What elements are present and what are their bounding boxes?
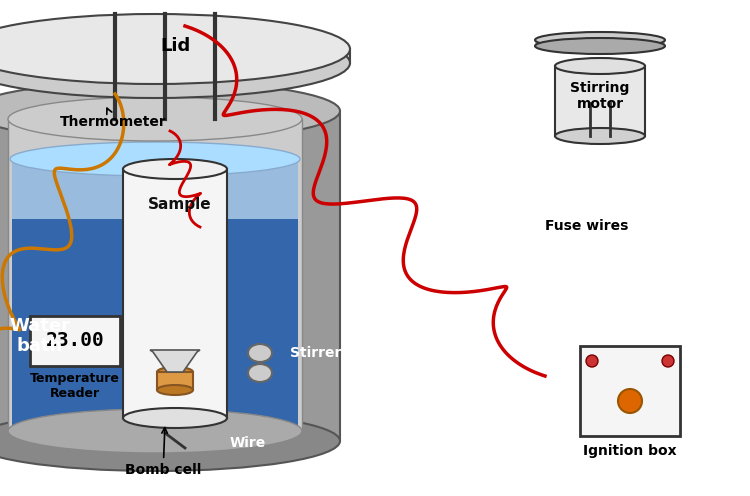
Ellipse shape [123,159,227,179]
Text: Stirring
motor: Stirring motor [570,81,630,111]
Ellipse shape [555,58,645,74]
Ellipse shape [0,411,340,471]
Text: Temperature
Reader: Temperature Reader [30,372,120,400]
Ellipse shape [555,128,645,144]
Polygon shape [150,350,200,372]
Ellipse shape [248,344,272,362]
Text: Wire: Wire [230,436,266,450]
Polygon shape [12,219,298,426]
Polygon shape [12,159,298,426]
Polygon shape [157,372,193,390]
Text: 23.00: 23.00 [46,331,104,351]
Ellipse shape [0,14,350,84]
Circle shape [586,355,598,367]
Ellipse shape [0,81,340,141]
Polygon shape [0,111,340,441]
Circle shape [662,355,674,367]
Ellipse shape [8,409,302,453]
Circle shape [618,389,642,413]
Bar [580,346,680,436]
Ellipse shape [157,385,193,395]
Polygon shape [0,49,350,63]
Bar [30,316,120,366]
Text: Stirrer: Stirrer [290,346,341,360]
Text: Fuse wires: Fuse wires [545,219,628,233]
Text: Thermometer: Thermometer [60,108,166,129]
Polygon shape [535,40,665,46]
Text: Water
bath: Water bath [10,316,70,356]
Ellipse shape [157,367,193,377]
Ellipse shape [8,97,302,141]
Text: Bomb cell: Bomb cell [125,428,201,477]
Ellipse shape [10,142,300,176]
Text: Lid: Lid [160,37,190,55]
Ellipse shape [535,38,665,54]
Ellipse shape [0,28,350,98]
Text: Sample: Sample [148,196,211,211]
Polygon shape [8,119,302,431]
Polygon shape [555,66,645,136]
Ellipse shape [123,408,227,428]
Polygon shape [123,169,227,418]
Text: Ignition box: Ignition box [584,444,676,458]
Ellipse shape [248,364,272,382]
Ellipse shape [535,32,665,48]
